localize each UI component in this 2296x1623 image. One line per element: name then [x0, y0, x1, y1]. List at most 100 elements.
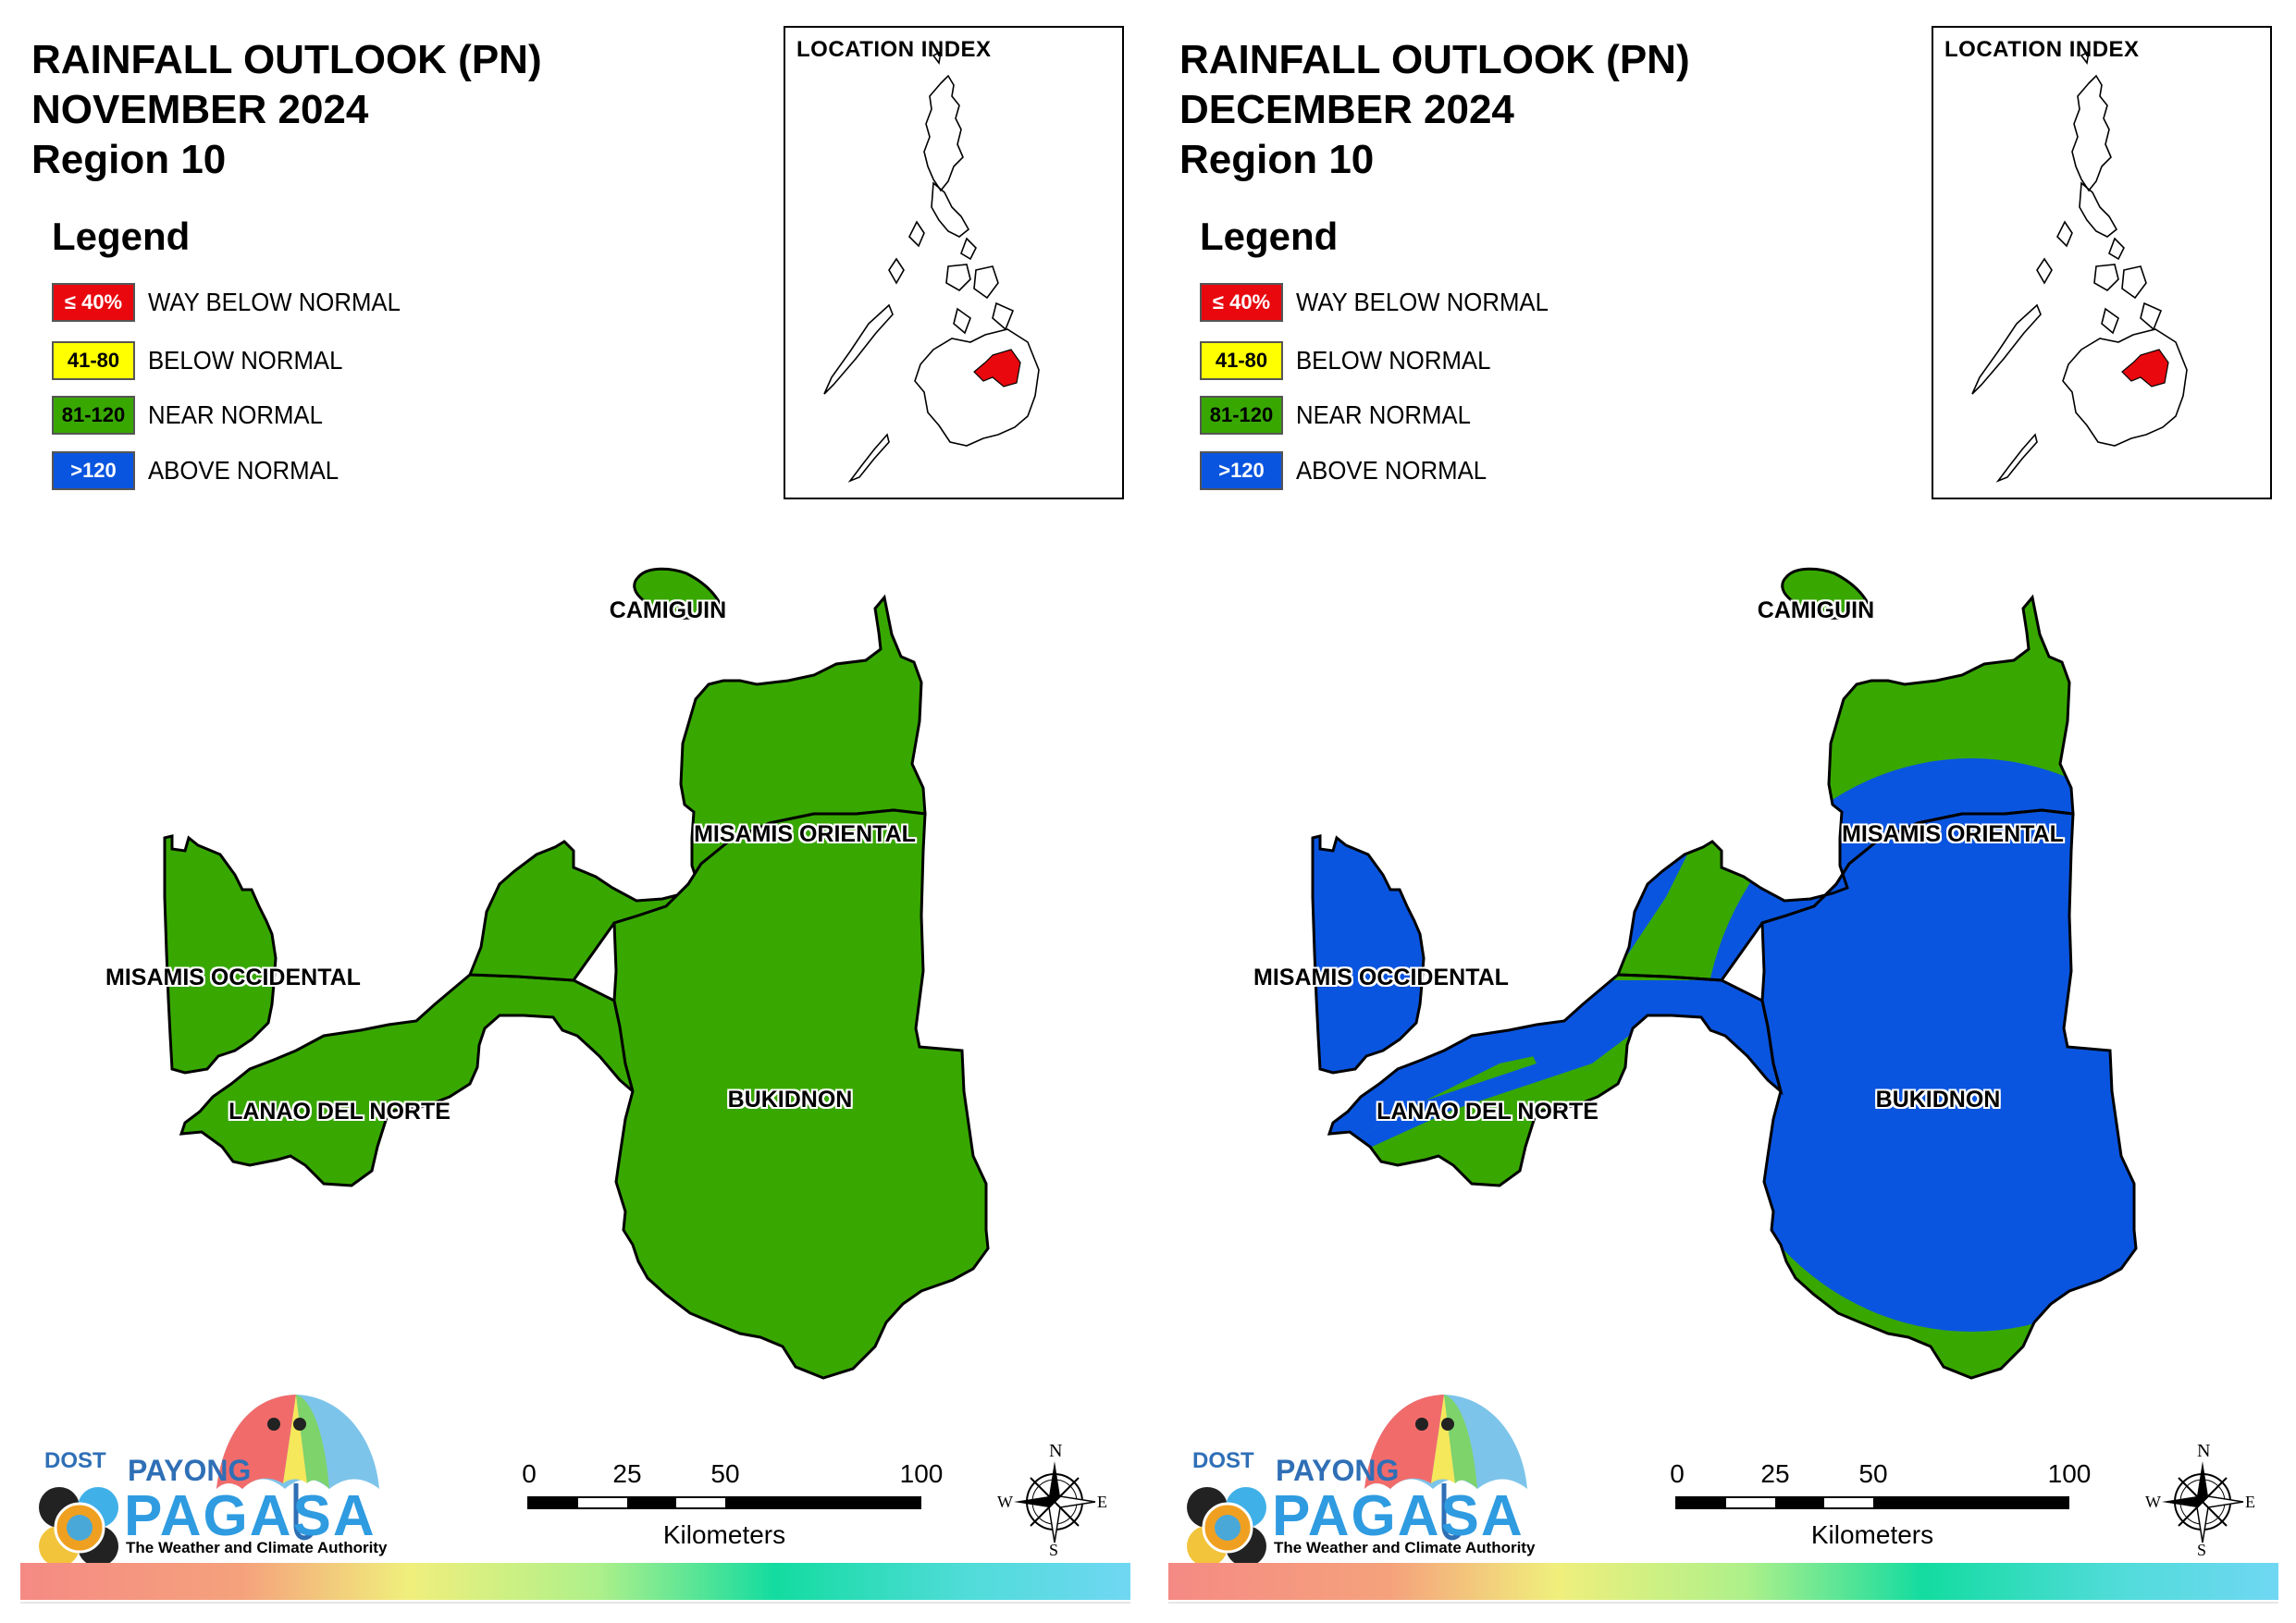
color-gradient-strip — [20, 1563, 1130, 1600]
compass-e: E — [2245, 1493, 2255, 1511]
compass-e: E — [1097, 1493, 1107, 1511]
compass-rose-icon — [1014, 1461, 1096, 1543]
logo-tagline: The Weather and Climate Authority — [1274, 1539, 1536, 1556]
label-camiguin: CAMIGUIN — [1757, 597, 1875, 623]
map-title: RAINFALL OUTLOOK (PN) DECEMBER 2024 Regi… — [1179, 35, 1690, 185]
north-arrow: N E S W — [997, 1441, 1110, 1561]
logo-pagasa-text: PAGASA — [124, 1484, 376, 1548]
scale-bar: 0 25 50 100 Kilometers — [1670, 1459, 2091, 1552]
label-misamis-occidental: MISAMIS OCCIDENTAL — [105, 965, 361, 990]
label-bukidnon: BUKIDNON — [727, 1087, 853, 1113]
scale-tick: 100 — [2047, 1459, 2092, 1488]
north-arrow: N E S W — [2145, 1441, 2258, 1561]
title-line-3: Region 10 — [1179, 137, 1375, 182]
compass-w: W — [997, 1493, 1013, 1511]
title-line-3: Region 10 — [31, 137, 227, 182]
legend-swatch: >120 — [1200, 451, 1283, 490]
philippines-outline-map — [1971, 50, 2188, 483]
legend-title: Legend — [1200, 215, 1339, 258]
location-index-inset: LOCATION INDEX — [784, 26, 1124, 499]
compass-s: S — [1049, 1541, 1059, 1559]
compass-w: W — [2145, 1493, 2161, 1511]
bukidnon-province — [612, 808, 990, 1380]
logo-dost-text: DOST — [1192, 1448, 1254, 1473]
label-camiguin: CAMIGUIN — [609, 597, 727, 623]
color-gradient-strip — [1168, 1563, 2278, 1600]
outlook-panel-november: RAINFALL OUTLOOK (PN) NOVEMBER 2024 Regi… — [20, 26, 1130, 1604]
philippines-outline-map — [823, 50, 1040, 483]
scale-tick: 100 — [899, 1459, 944, 1488]
divider — [1168, 1602, 2278, 1604]
scale-bar: 0 25 50 100 Kilometers — [522, 1459, 943, 1552]
label-lanao-del-norte: LANAO DEL NORTE — [228, 1099, 451, 1125]
legend-item-above: >120 ABOVE NORMAL — [1200, 449, 1503, 492]
label-lanao-del-norte: LANAO DEL NORTE — [1376, 1099, 1599, 1125]
legend-swatch: 41-80 — [52, 341, 135, 380]
legend-label: ABOVE NORMAL — [1296, 456, 1487, 485]
outlook-panel-december: RAINFALL OUTLOOK (PN) DECEMBER 2024 Regi… — [1148, 0, 2296, 1623]
map-title: RAINFALL OUTLOOK (PN) NOVEMBER 2024 Regi… — [31, 35, 542, 185]
payong-pagasa-logo: DOST PAYONG PAGASA The Weather and Clima… — [31, 1387, 401, 1572]
legend-label: BELOW NORMAL — [1296, 346, 1491, 375]
region-10-map — [163, 567, 990, 1380]
legend-item-above: >120 ABOVE NORMAL — [52, 449, 355, 492]
legend-title: Legend — [52, 215, 191, 258]
logo-pagasa-text: PAGASA — [1272, 1484, 1524, 1548]
scale-tick: 50 — [1858, 1459, 1888, 1488]
compass-n: N — [1049, 1441, 1063, 1461]
scale-unit: Kilometers — [662, 1520, 786, 1549]
inset-title: LOCATION INDEX — [796, 37, 992, 62]
logo-payong-text: PAYONG — [1276, 1454, 1400, 1487]
legend-swatch: ≤ 40% — [52, 283, 135, 322]
legend-item-way-below: ≤ 40% WAY BELOW NORMAL — [1200, 281, 1571, 324]
logo-dost-text: DOST — [44, 1448, 106, 1473]
divider — [20, 1602, 1130, 1604]
camiguin-province — [633, 567, 722, 620]
umbrella-icon — [39, 1395, 379, 1567]
scale-bar-segments — [527, 1496, 921, 1509]
legend-swatch: >120 — [52, 451, 135, 490]
legend-label: WAY BELOW NORMAL — [148, 288, 401, 316]
legend-label: NEAR NORMAL — [1296, 400, 1471, 429]
legend-label: ABOVE NORMAL — [148, 456, 339, 485]
scale-bar-segments — [1675, 1496, 2069, 1509]
scale-tick: 50 — [710, 1459, 740, 1488]
misamis-occidental-province — [163, 834, 278, 1075]
legend-item-near: 81-120 NEAR NORMAL — [1200, 394, 1486, 436]
scale-tick: 25 — [612, 1459, 642, 1488]
payong-pagasa-logo: DOST PAYONG PAGASA The Weather and Clima… — [1179, 1387, 1549, 1572]
logo-tagline: The Weather and Climate Authority — [126, 1539, 388, 1556]
legend-label: WAY BELOW NORMAL — [1296, 288, 1549, 316]
location-index-inset: LOCATION INDEX — [1932, 26, 2272, 499]
camiguin-province — [1781, 567, 1870, 620]
compass-n: N — [2197, 1441, 2211, 1461]
legend-item-below: 41-80 BELOW NORMAL — [52, 339, 360, 382]
logo-payong-text: PAYONG — [128, 1454, 252, 1487]
legend-swatch: 41-80 — [1200, 341, 1283, 380]
lanao-del-norte-province — [179, 973, 636, 1187]
title-line-2: DECEMBER 2024 — [1179, 87, 1514, 132]
legend-label: NEAR NORMAL — [148, 400, 323, 429]
umbrella-icon — [1187, 1395, 1527, 1567]
scale-tick: 0 — [1670, 1459, 1685, 1488]
legend-item-below: 41-80 BELOW NORMAL — [1200, 339, 1508, 382]
compass-s: S — [2197, 1541, 2207, 1559]
title-line-2: NOVEMBER 2024 — [31, 87, 369, 132]
scale-tick: 25 — [1760, 1459, 1790, 1488]
compass-rose-icon — [2162, 1461, 2244, 1543]
label-misamis-oriental: MISAMIS ORIENTAL — [1842, 821, 2064, 847]
title-line-1: RAINFALL OUTLOOK (PN) — [1179, 37, 1690, 82]
legend-swatch: 81-120 — [52, 396, 135, 435]
label-bukidnon: BUKIDNON — [1875, 1087, 2001, 1113]
region-10-map — [1311, 567, 2138, 1380]
scale-tick: 0 — [522, 1459, 537, 1488]
legend-label: BELOW NORMAL — [148, 346, 343, 375]
legend-swatch: ≤ 40% — [1200, 283, 1283, 322]
legend-item-way-below: ≤ 40% WAY BELOW NORMAL — [52, 281, 423, 324]
inset-title: LOCATION INDEX — [1944, 37, 2140, 62]
label-misamis-oriental: MISAMIS ORIENTAL — [694, 821, 916, 847]
legend-item-near: 81-120 NEAR NORMAL — [52, 394, 338, 436]
scale-unit: Kilometers — [1810, 1520, 1934, 1549]
legend-swatch: 81-120 — [1200, 396, 1283, 435]
label-misamis-occidental: MISAMIS OCCIDENTAL — [1253, 965, 1509, 990]
